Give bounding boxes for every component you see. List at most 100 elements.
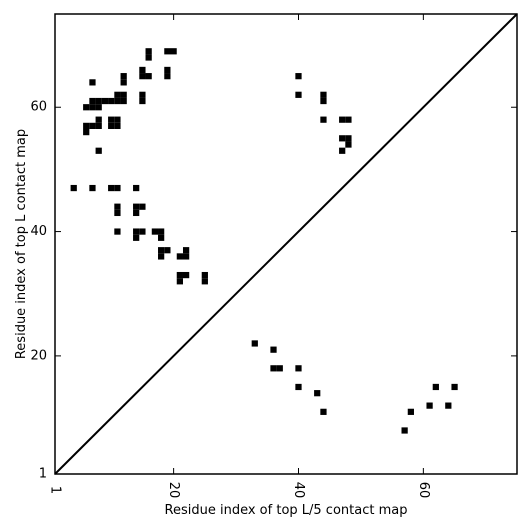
contact-cell-upper xyxy=(83,122,90,129)
contact-cell-upper xyxy=(320,116,327,123)
contact-cell-upper xyxy=(108,116,115,123)
contact-cell-upper xyxy=(139,97,146,105)
contact-cell-upper xyxy=(89,104,96,111)
plot-frame xyxy=(54,13,518,475)
contact-cell-upper xyxy=(164,73,171,80)
contact-cell-upper xyxy=(89,122,96,129)
contact-cell-upper xyxy=(182,253,190,260)
contact-cell-upper xyxy=(89,79,96,86)
contact-cell-upper xyxy=(120,79,127,86)
contact-cell-upper xyxy=(176,271,183,279)
contact-cell-upper xyxy=(139,203,146,210)
contact-cell-upper xyxy=(345,141,352,148)
y-axis-label: Residue index of top L contact map xyxy=(14,129,29,359)
x-tick-label: 1 xyxy=(48,486,63,494)
x-tick-label: 60 xyxy=(416,482,431,499)
contact-cell-lower xyxy=(270,346,277,353)
contact-cell-upper xyxy=(120,73,127,80)
x-axis-label: Residue index of top L/5 contact map xyxy=(165,503,408,518)
contact-cell-lower xyxy=(295,365,302,372)
contact-cell-upper xyxy=(95,104,102,111)
contact-cell-upper xyxy=(70,184,77,192)
contact-cell-upper xyxy=(114,116,121,123)
contact-cell-upper xyxy=(89,97,96,105)
contact-cell-upper xyxy=(345,135,352,142)
contact-cell-upper xyxy=(339,147,346,154)
contact-cell-lower xyxy=(407,408,414,415)
contact-cell-upper xyxy=(114,184,121,192)
contact-cell-upper xyxy=(320,91,327,98)
diagonal-line xyxy=(54,13,518,475)
contact-cell-upper xyxy=(176,278,183,285)
contact-cell-upper xyxy=(133,203,140,210)
contact-cell-upper xyxy=(101,97,109,105)
contact-cell-lower xyxy=(451,383,458,391)
x-tick-label: 40 xyxy=(291,482,306,499)
contact-cell-upper xyxy=(158,253,165,260)
contact-cell-upper xyxy=(295,73,302,80)
contact-cell-upper xyxy=(120,97,127,105)
contact-cell-upper xyxy=(108,184,115,192)
contact-cell-upper xyxy=(120,91,127,98)
contact-cell-upper xyxy=(295,91,302,98)
contact-cell-upper xyxy=(158,234,165,241)
contact-cell-upper xyxy=(95,116,102,123)
y-tick-label: 1 xyxy=(39,467,47,482)
contact-cell-upper xyxy=(139,91,146,98)
contact-cell-upper xyxy=(139,228,146,235)
contact-cell-lower xyxy=(295,383,302,391)
contact-cell-upper xyxy=(95,147,102,154)
contact-cell-upper xyxy=(201,271,208,279)
contact-cell-upper xyxy=(114,122,121,129)
contact-cell-lower xyxy=(314,390,321,397)
contact-cell-upper xyxy=(164,66,171,74)
contact-cell-upper xyxy=(133,209,140,217)
contact-cell-upper xyxy=(320,97,327,105)
contact-cell-upper xyxy=(133,228,140,235)
contact-cell-upper xyxy=(339,135,346,142)
contact-cell-upper xyxy=(339,116,346,123)
contact-cell-lower xyxy=(401,427,408,434)
y-tick-label: 40 xyxy=(30,224,47,239)
contact-cell-upper xyxy=(139,66,146,74)
contact-cell-upper xyxy=(114,228,121,235)
contact-cell-upper xyxy=(114,91,121,98)
contact-cell-upper xyxy=(182,271,190,279)
contact-cell-upper xyxy=(83,104,90,111)
x-tick-label: 20 xyxy=(166,482,181,499)
contact-cell-upper xyxy=(164,48,171,55)
x-axis: 1 20 40 60 xyxy=(48,14,431,498)
contact-cell-lower xyxy=(445,402,452,409)
contact-cell-upper xyxy=(133,184,140,192)
contact-cell-lower xyxy=(432,383,439,391)
contact-cell-upper xyxy=(95,122,102,129)
contact-cell-upper xyxy=(170,48,177,55)
contact-cell-upper xyxy=(114,203,121,210)
contact-cell-upper xyxy=(158,247,165,254)
contact-cell-upper xyxy=(345,116,352,123)
contact-cell-upper xyxy=(133,234,140,241)
contact-cell-upper xyxy=(201,278,208,285)
y-tick-label: 20 xyxy=(30,348,47,363)
contact-cell-upper xyxy=(83,129,90,136)
contact-cell-upper xyxy=(114,97,121,105)
contact-cell-upper xyxy=(89,184,96,192)
contact-cell-lower xyxy=(276,365,283,372)
contact-cell-lower xyxy=(251,340,258,347)
contact-cell-upper xyxy=(139,73,146,80)
contact-cell-upper xyxy=(145,48,152,55)
contact-cell-upper xyxy=(182,247,190,254)
contact-cell-lower xyxy=(426,402,433,409)
contact-cell-upper xyxy=(108,122,115,129)
contact-cell-upper xyxy=(145,54,152,61)
contact-cell-upper xyxy=(114,209,121,217)
y-axis: 1 20 40 60 xyxy=(30,100,517,482)
contact-cell-lower xyxy=(320,408,327,415)
contact-cell-upper xyxy=(176,253,183,260)
contact-cell-upper xyxy=(158,228,165,235)
contact-cells xyxy=(70,48,458,434)
contact-cell-lower xyxy=(270,365,277,372)
contact-cell-upper xyxy=(95,97,102,105)
y-tick-label: 60 xyxy=(30,100,47,115)
